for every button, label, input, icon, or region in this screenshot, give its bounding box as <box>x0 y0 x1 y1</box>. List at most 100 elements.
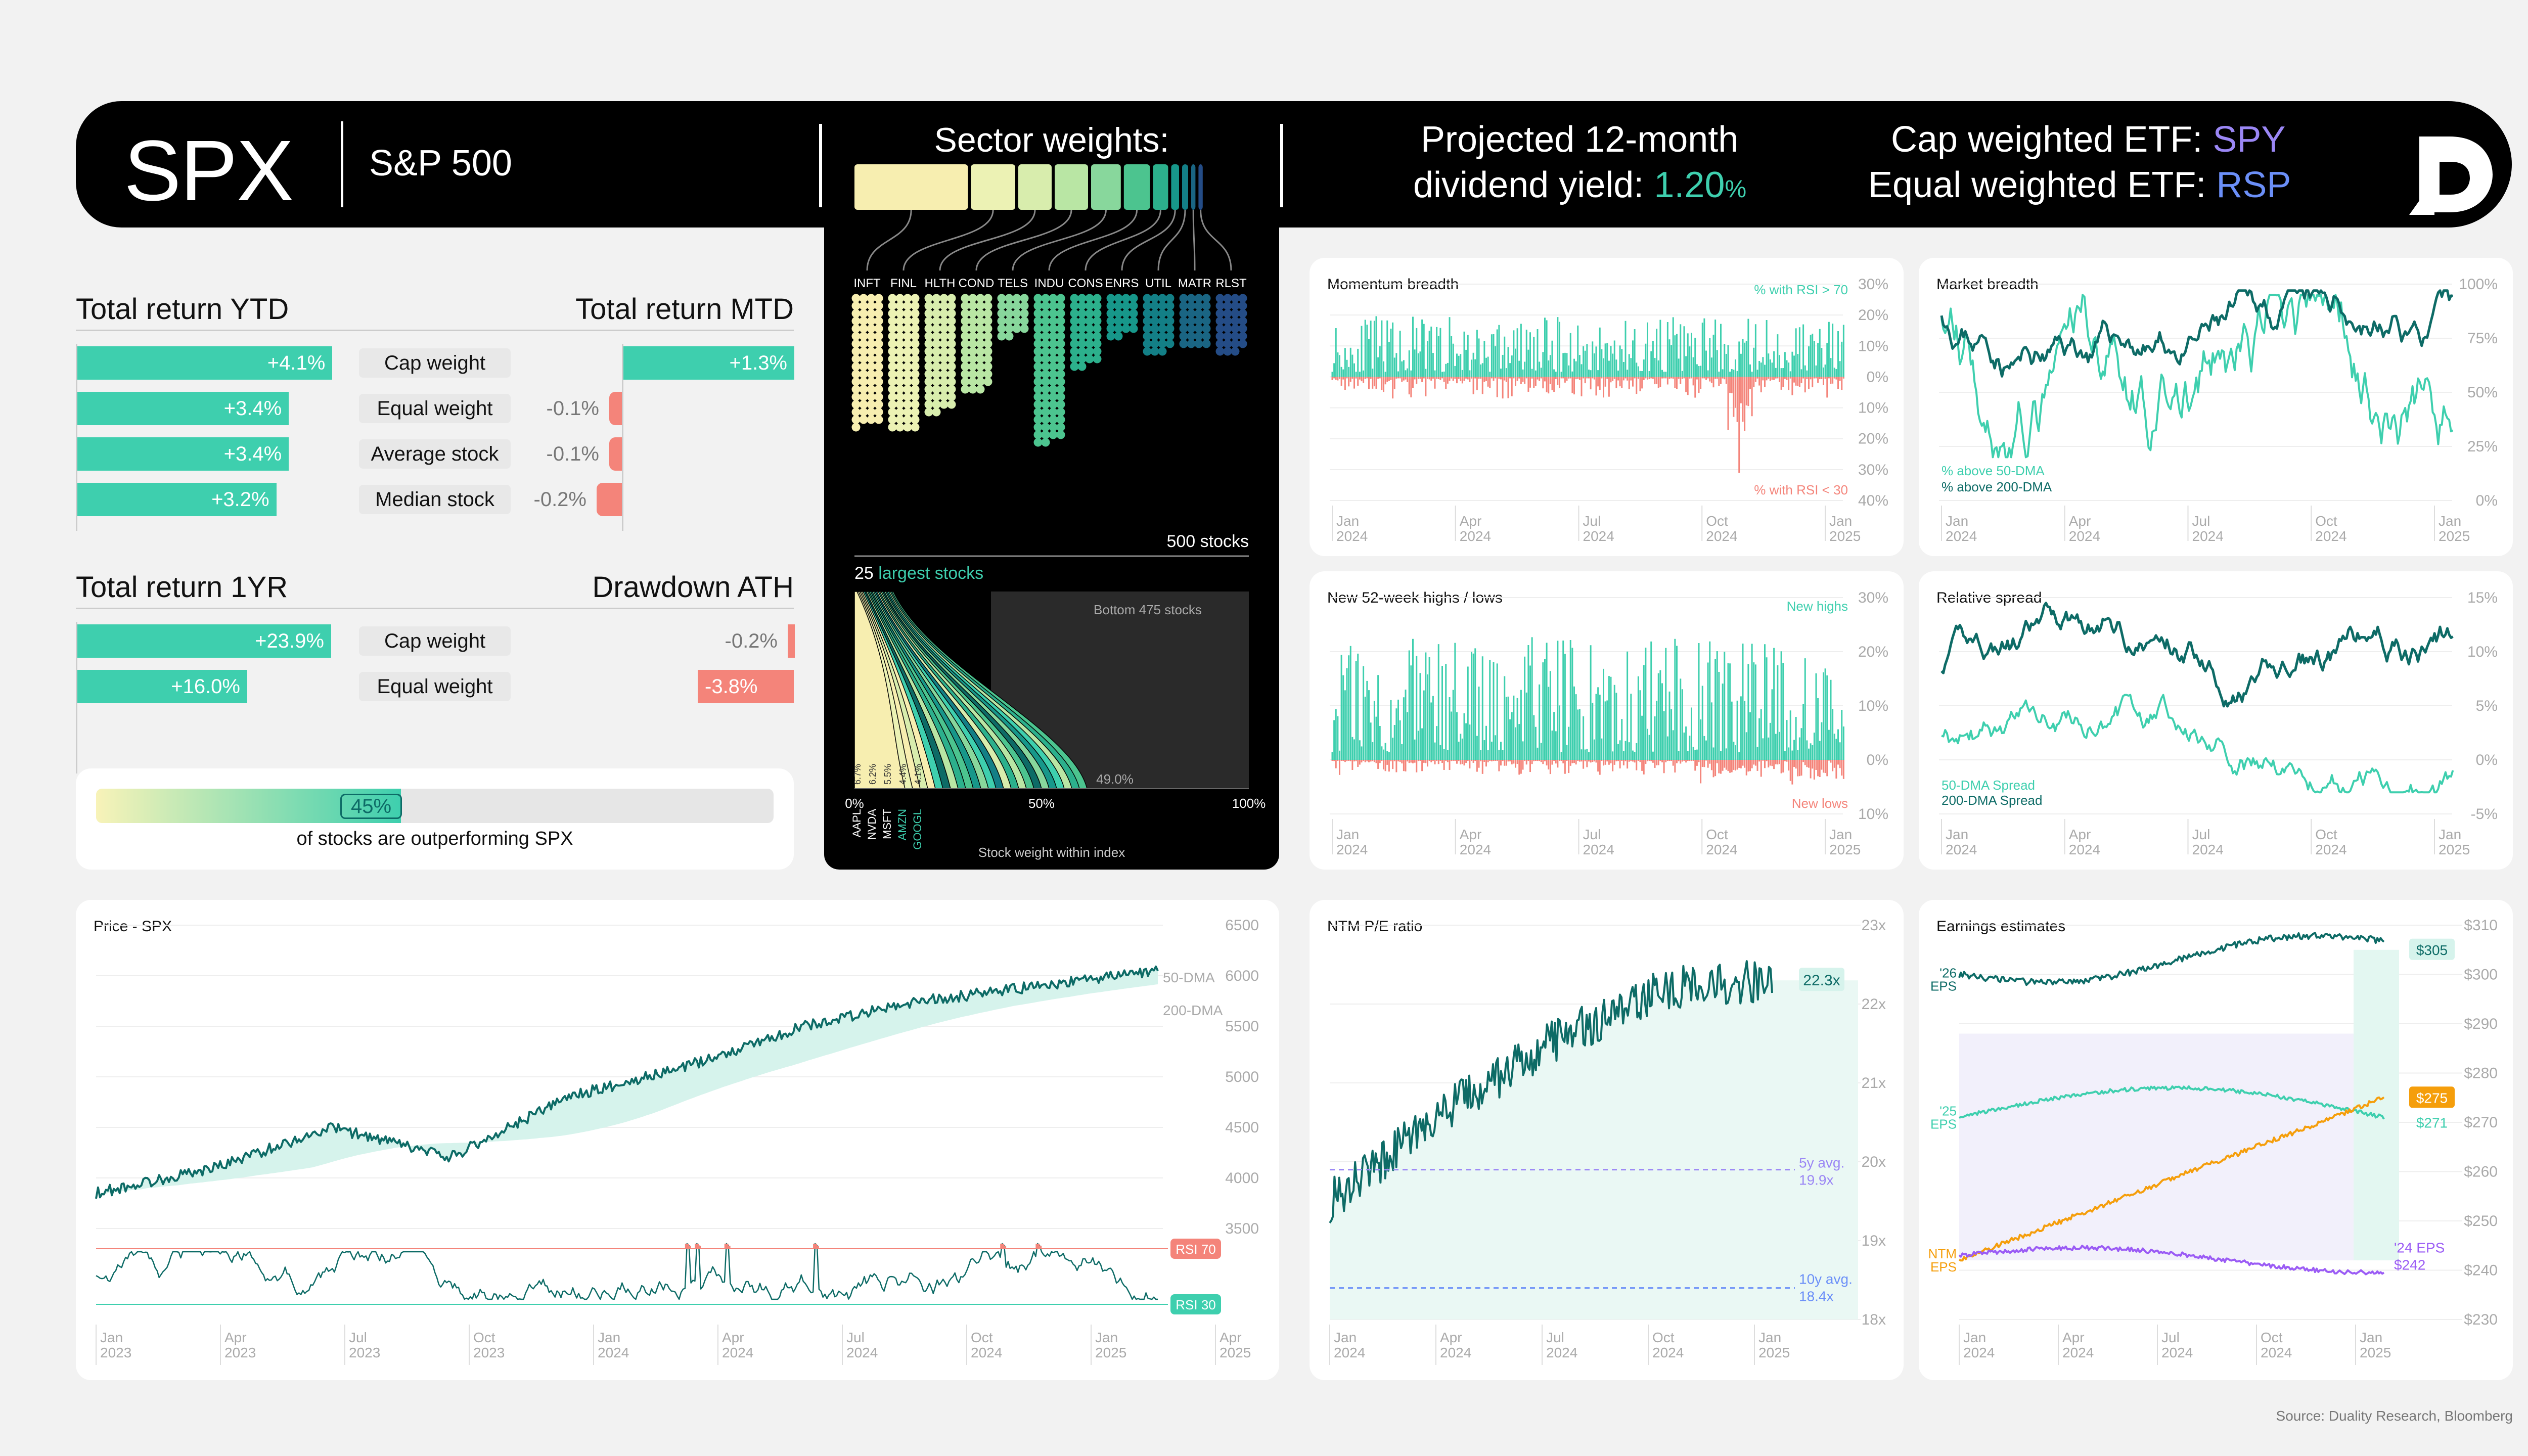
stock-dot <box>888 385 897 394</box>
stock-dot <box>1231 301 1240 310</box>
stock-dot <box>1143 316 1152 326</box>
x-tick-year: 2024 <box>722 1345 753 1360</box>
stock-dot <box>874 316 883 326</box>
row-label: Equal weight <box>359 394 511 423</box>
stock-dot <box>1041 370 1050 379</box>
stock-dot <box>976 385 985 394</box>
market-breadth-card: Market breadth 100% 75% 50% 25% 0% Jan 2024 Apr 2… <box>1919 258 2513 556</box>
stock-dot <box>1223 339 1232 348</box>
avg10-label: 10y avg. <box>1799 1271 1853 1287</box>
x-tick-year: 2024 <box>1946 842 1977 857</box>
sector-title: Sector weights: <box>934 121 1169 159</box>
y-tick: 4500 <box>1225 1119 1259 1136</box>
x-tick-month: Jan <box>1946 513 1968 529</box>
stock-dot <box>961 385 970 394</box>
stock-dot <box>859 392 868 401</box>
stock-dot <box>895 370 905 379</box>
stock-dot <box>851 415 861 424</box>
stock-dot <box>859 400 868 409</box>
y-tick: $300 <box>2464 967 2498 983</box>
stock-dot <box>1231 309 1240 318</box>
stock-dot <box>1194 332 1203 341</box>
stock-dot <box>1056 430 1065 439</box>
stock-dot <box>1033 294 1043 303</box>
stock-dot <box>924 294 933 303</box>
spx-price-line <box>95 965 1159 1199</box>
x-tick-year: 2025 <box>2439 842 2470 857</box>
stock-dot <box>1049 370 1058 379</box>
stock-dot <box>1070 324 1079 333</box>
stock-dot <box>1056 332 1065 341</box>
relative-spread-card: Relative spread 15% 10% 5% 0% -5% Jan 2024 Apr 20… <box>1919 571 2513 870</box>
x-tick-year: 2024 <box>1336 528 1368 544</box>
sector-bar-enrs <box>1171 164 1179 210</box>
stock-dot <box>976 339 985 348</box>
y-tick: 6500 <box>1225 917 1259 934</box>
stock-dot <box>961 362 970 371</box>
shaded-highlight <box>2354 949 2399 1260</box>
stock-dot <box>903 301 912 310</box>
stock-dot <box>961 294 970 303</box>
cap-etf-value: SPY <box>2213 119 2286 160</box>
stock-dot <box>1202 301 1211 310</box>
stock-dot <box>895 392 905 401</box>
stock-dot <box>867 301 876 310</box>
stock-dot <box>903 354 912 363</box>
y-tick: 20% <box>1858 644 1888 660</box>
stock-dot <box>1215 301 1225 310</box>
x-tick-month: Jul <box>2192 513 2210 529</box>
y-tick: 22x <box>1862 996 1886 1013</box>
stock-dot <box>888 407 897 417</box>
stock-dot <box>1056 309 1065 318</box>
stock-dot <box>1093 354 1102 363</box>
stock-dot <box>851 392 861 401</box>
stock-dot <box>851 316 861 326</box>
stock-dot <box>1143 294 1152 303</box>
x-tick-year: 2025 <box>1829 528 1861 544</box>
stock-dot <box>903 407 912 417</box>
stock-dot <box>932 377 941 386</box>
stock-dot <box>1150 332 1159 341</box>
stock-dot <box>947 301 956 310</box>
stock-dot <box>867 415 876 424</box>
returns-ytd-mtd: Total return YTD Total return MTD +4.1% C… <box>76 288 794 531</box>
x-tick-month: Jan <box>1829 827 1852 842</box>
y-tick: $250 <box>2464 1213 2498 1230</box>
x-tick-year: 2024 <box>598 1345 629 1360</box>
stock-dot <box>1223 301 1232 310</box>
ytd-bar: +3.4% <box>77 437 289 471</box>
stock-dot <box>1020 301 1029 310</box>
y-tick: 30% <box>1858 589 1888 606</box>
x-tick-year: 2023 <box>224 1345 256 1360</box>
stock-dot <box>867 370 876 379</box>
y-tick: 15% <box>2467 589 2498 606</box>
stock-dot <box>1041 294 1050 303</box>
stock-dot <box>867 385 876 394</box>
stock-dot <box>976 332 985 341</box>
stock-dot <box>874 309 883 318</box>
y-tick: 100% <box>2459 276 2498 293</box>
stock-dot <box>1165 324 1175 333</box>
stock-dot <box>924 301 933 310</box>
stock-dot <box>1194 301 1203 310</box>
stock-dot <box>1085 316 1094 326</box>
stock-dot <box>1049 324 1058 333</box>
top-stock-ticker: MSFT <box>881 809 893 839</box>
stock-dot <box>1070 301 1079 310</box>
y-tick: 50% <box>2467 384 2498 401</box>
chart-title: NTM P/E ratio <box>1327 918 1422 935</box>
stock-dot <box>1194 309 1203 318</box>
stock-dot <box>1033 400 1043 409</box>
rsi70-badge <box>1170 1239 1221 1259</box>
stock-dot <box>888 301 897 310</box>
stock-dot <box>1005 294 1014 303</box>
stock-dot <box>867 392 876 401</box>
ntm-eps-line <box>1959 1096 2385 1262</box>
sector-connector <box>1048 209 1138 271</box>
stock-dot <box>1033 347 1043 356</box>
x-tick-year: 2024 <box>1583 842 1614 857</box>
ytd-bar: +4.1% <box>77 346 333 380</box>
stock-dot <box>1202 294 1211 303</box>
stock-dot <box>1033 423 1043 432</box>
stock-dot <box>859 407 868 417</box>
